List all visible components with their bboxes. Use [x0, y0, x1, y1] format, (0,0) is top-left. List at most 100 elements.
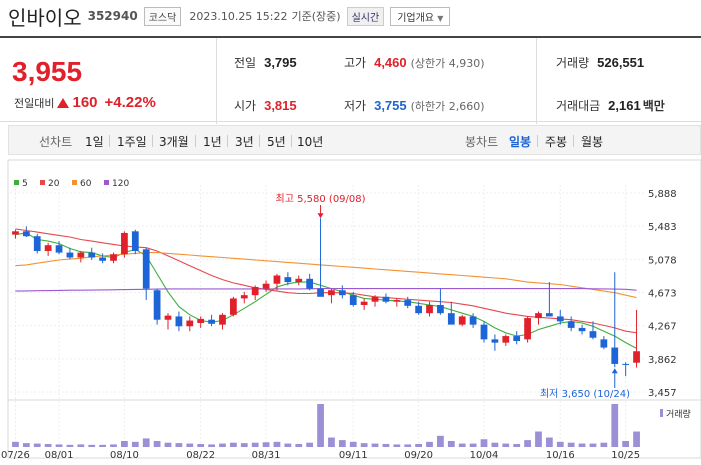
period-5y[interactable]: 5년	[267, 135, 286, 149]
x-tick-label: 08/01	[45, 450, 74, 461]
candle-body	[33, 236, 41, 251]
volume-bar	[404, 444, 412, 447]
volume-bar	[491, 442, 499, 447]
volume-bar	[317, 404, 324, 447]
candle-monthly[interactable]: 월봉	[581, 135, 604, 149]
y-tick-label: 5,078	[648, 255, 677, 266]
x-tick-label: 10/25	[611, 450, 640, 461]
x-tick-label: 09/20	[404, 450, 433, 461]
trade-value-unit: 백만	[642, 99, 665, 113]
candle-weekly[interactable]: 주봉	[545, 135, 568, 149]
quote-basis: 기준(장중)	[291, 10, 341, 23]
legend-swatch-5	[14, 180, 19, 185]
y-tick-label: 3,862	[648, 355, 677, 366]
volume-bar	[230, 442, 237, 447]
divider	[259, 135, 260, 147]
candle-body	[186, 320, 194, 327]
period-1d[interactable]: 1일	[85, 135, 104, 149]
y-tick-label: 3,457	[648, 388, 677, 399]
candle-body	[480, 324, 488, 340]
period-1y[interactable]: 1년	[203, 135, 222, 149]
volume-bar	[175, 443, 183, 447]
candle-body	[469, 316, 477, 325]
volume-bar	[262, 442, 270, 447]
volume-bar	[578, 443, 586, 447]
prev-label: 전일	[234, 56, 257, 70]
candle-body	[633, 351, 640, 363]
candle-body	[142, 249, 150, 289]
chart-toolbar: 선차트 1일 1주일 3개월 1년 3년 5년 10년 봉차트 일봉 주봉 월봉	[8, 125, 701, 155]
candle-body	[230, 298, 237, 315]
divider	[109, 135, 110, 147]
x-tick-label: 07/26	[1, 450, 30, 461]
market-badge: 코스닥	[143, 6, 182, 26]
period-1w[interactable]: 1주일	[117, 135, 147, 149]
upper-limit: (상한가 4,930)	[410, 57, 485, 70]
high-value: 4,460	[374, 55, 407, 70]
stock-name: 인바이오	[8, 5, 82, 30]
period-3m[interactable]: 3개월	[159, 135, 189, 149]
candle-body	[556, 316, 564, 322]
period-10y[interactable]: 10년	[297, 135, 324, 149]
candle-body	[404, 300, 412, 306]
divider	[152, 135, 153, 147]
volume-bar	[458, 443, 466, 447]
period-3y[interactable]: 3년	[235, 135, 254, 149]
candle-body	[153, 290, 161, 320]
volume-bar	[633, 431, 640, 447]
volume-bar	[535, 431, 542, 447]
legend-label-20: 20	[48, 179, 60, 189]
legend-swatch-20	[40, 180, 45, 185]
volume-bar	[622, 440, 630, 447]
volume-bar	[164, 442, 172, 447]
volume-bar	[611, 404, 619, 447]
current-price: 3,955	[12, 56, 83, 87]
quote-datetime: 2023.10.25 15:22	[189, 9, 288, 23]
x-tick-label: 08/10	[110, 450, 139, 461]
candle-body	[611, 347, 619, 364]
volume-bar	[524, 440, 531, 447]
volume-bar	[197, 443, 205, 447]
candle-body	[240, 295, 248, 299]
company-info-label: 기업개요	[397, 12, 435, 24]
candle-body	[458, 316, 466, 325]
candle-body	[12, 231, 19, 235]
volume-bar	[142, 438, 150, 447]
volume-bar	[33, 443, 41, 447]
volume-bar	[186, 443, 194, 447]
lower-limit: (하한가 2,660)	[410, 100, 485, 113]
stock-code: 352940	[87, 9, 138, 23]
price-change: 전일대비 160 +4.22%	[14, 94, 156, 111]
candle-body	[208, 319, 215, 324]
candle-body	[121, 232, 128, 255]
volume-bar	[153, 440, 161, 447]
legend-label-120: 120	[112, 179, 129, 189]
candle-body	[131, 231, 139, 251]
divider	[195, 135, 196, 147]
low-label: 저가	[344, 99, 367, 113]
candle-body	[164, 315, 172, 320]
candle-body	[317, 288, 324, 297]
volume-bar	[121, 440, 128, 447]
volume-bar	[99, 444, 106, 447]
company-info-dropdown[interactable]: 기업개요 ▼	[390, 6, 451, 26]
stock-header: 인바이오 352940 코스닥 2023.10.25 15:22 기준(장중) …	[0, 0, 701, 32]
candle-body	[491, 339, 499, 343]
y-tick-label: 4,267	[648, 322, 677, 333]
candle-body	[546, 313, 553, 317]
volume-bar	[480, 439, 488, 447]
volume-bar	[546, 437, 553, 447]
candle-body	[447, 313, 455, 325]
volume-bar	[295, 443, 303, 447]
realtime-button[interactable]: 실시간	[346, 6, 385, 26]
chevron-down-icon: ▼	[437, 13, 444, 23]
divider	[536, 38, 537, 124]
candle-body	[513, 336, 521, 342]
volume-bar	[22, 443, 30, 447]
candle-daily[interactable]: 일봉	[509, 135, 532, 149]
volume-bar	[66, 444, 74, 447]
volume-bar	[338, 440, 346, 447]
high-price: 고가 4,460 (상한가 4,930)	[344, 54, 485, 71]
high-annotation: 최고 5,580 (09/08)	[276, 193, 366, 205]
volume-bar	[208, 444, 215, 447]
